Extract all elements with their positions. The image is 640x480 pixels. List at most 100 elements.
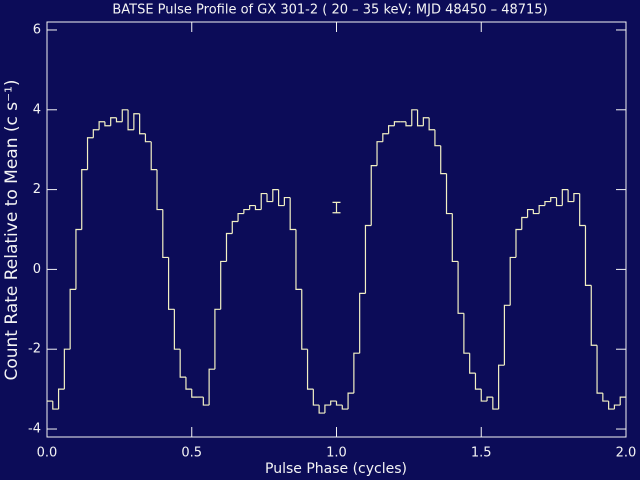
histogram-step xyxy=(335,401,343,406)
y-tick-label: 6 xyxy=(33,22,41,37)
histogram-step xyxy=(590,285,598,346)
histogram-step xyxy=(388,125,395,134)
histogram-step xyxy=(81,169,88,230)
x-axis-label: Pulse Phase (cycles) xyxy=(265,461,407,477)
histogram-step xyxy=(532,209,540,215)
histogram-step xyxy=(266,193,273,203)
histogram-step xyxy=(92,129,100,138)
histogram-step xyxy=(312,389,320,406)
histogram-step xyxy=(503,304,511,366)
histogram-step xyxy=(306,349,314,390)
histogram-step xyxy=(115,117,123,123)
histogram-step xyxy=(220,260,227,310)
histogram-step xyxy=(486,396,493,402)
chart-title: BATSE Pulse Profile of GX 301-2 ( 20 – 3… xyxy=(112,3,547,18)
histogram-step xyxy=(573,192,580,202)
histogram-step xyxy=(162,209,169,259)
histogram-step xyxy=(469,353,476,374)
histogram-step xyxy=(150,141,158,171)
histogram-step xyxy=(353,352,360,394)
histogram-step xyxy=(208,368,215,406)
histogram-step xyxy=(179,349,186,378)
histogram-step xyxy=(63,348,71,390)
x-tick-label: 0.0 xyxy=(37,446,58,461)
y-axis-label: Count Rate Relative to Mean (c s⁻¹) xyxy=(2,79,22,380)
histogram-step xyxy=(405,121,412,127)
histogram-step xyxy=(364,224,372,294)
histogram-step xyxy=(347,392,354,410)
x-tick-label: 2.0 xyxy=(616,446,637,461)
histogram-step xyxy=(555,197,563,207)
x-tick-label: 0.5 xyxy=(181,446,202,461)
histogram-step xyxy=(214,308,221,370)
histogram-step xyxy=(463,313,470,354)
histogram-step xyxy=(602,393,609,402)
histogram-step xyxy=(608,401,615,410)
histogram-step xyxy=(278,189,285,207)
histogram-step xyxy=(156,169,163,211)
histogram-step xyxy=(167,257,175,310)
histogram-step xyxy=(619,396,626,406)
histogram-step xyxy=(596,345,603,394)
histogram-step xyxy=(561,188,569,206)
histogram-step xyxy=(382,133,389,142)
histogram-step xyxy=(451,213,459,263)
histogram-step xyxy=(243,208,250,214)
histogram-step xyxy=(185,377,192,390)
histogram-step xyxy=(272,188,279,202)
histogram-step xyxy=(428,117,435,131)
histogram-step xyxy=(127,109,134,131)
histogram-step xyxy=(295,229,302,290)
histogram-step xyxy=(567,189,574,203)
x-tick-label: 1.0 xyxy=(326,446,347,461)
histogram-step xyxy=(376,141,383,166)
histogram-step xyxy=(422,117,430,126)
histogram-step xyxy=(538,204,545,214)
histogram-step xyxy=(416,109,424,127)
histogram-step xyxy=(584,225,592,286)
histogram-step xyxy=(144,133,152,143)
histogram-step xyxy=(110,117,117,126)
histogram-step xyxy=(260,192,268,210)
histogram-step xyxy=(330,400,337,406)
histogram-step xyxy=(579,193,586,227)
histogram-step xyxy=(121,109,129,122)
histogram-step xyxy=(301,289,308,350)
histogram-step xyxy=(254,205,262,211)
histogram-step xyxy=(98,121,105,130)
histogram-step xyxy=(370,165,378,226)
histogram-step xyxy=(225,232,233,262)
histogram-step xyxy=(515,228,522,258)
histogram-step xyxy=(69,288,76,350)
histogram-step xyxy=(544,200,551,206)
histogram-step xyxy=(202,397,210,406)
histogram-step xyxy=(521,216,528,230)
histogram-step xyxy=(75,228,82,290)
histogram-step xyxy=(492,397,499,410)
y-tick-label: -2 xyxy=(28,342,41,357)
y-tick-label: -4 xyxy=(28,422,41,437)
histogram-step xyxy=(133,113,140,130)
histogram-step xyxy=(249,204,256,210)
histogram-step xyxy=(139,113,146,135)
histogram-step xyxy=(289,197,296,231)
histogram-step xyxy=(550,196,557,202)
histogram-step xyxy=(359,292,366,354)
histogram-step xyxy=(283,196,291,206)
histogram-step xyxy=(613,404,621,410)
histogram-step xyxy=(231,220,239,234)
histogram-step xyxy=(237,212,244,222)
histogram-step xyxy=(57,388,65,410)
histogram-step xyxy=(341,405,349,410)
histogram-step xyxy=(104,121,111,127)
y-tick-label: 0 xyxy=(33,262,41,277)
histogram-step xyxy=(457,261,464,314)
histogram-step xyxy=(445,173,453,215)
histogram-step xyxy=(411,109,418,126)
y-tick-label: 4 xyxy=(33,102,41,117)
error-bar xyxy=(332,201,341,214)
histogram-step xyxy=(52,401,59,410)
histogram-step xyxy=(440,145,447,175)
